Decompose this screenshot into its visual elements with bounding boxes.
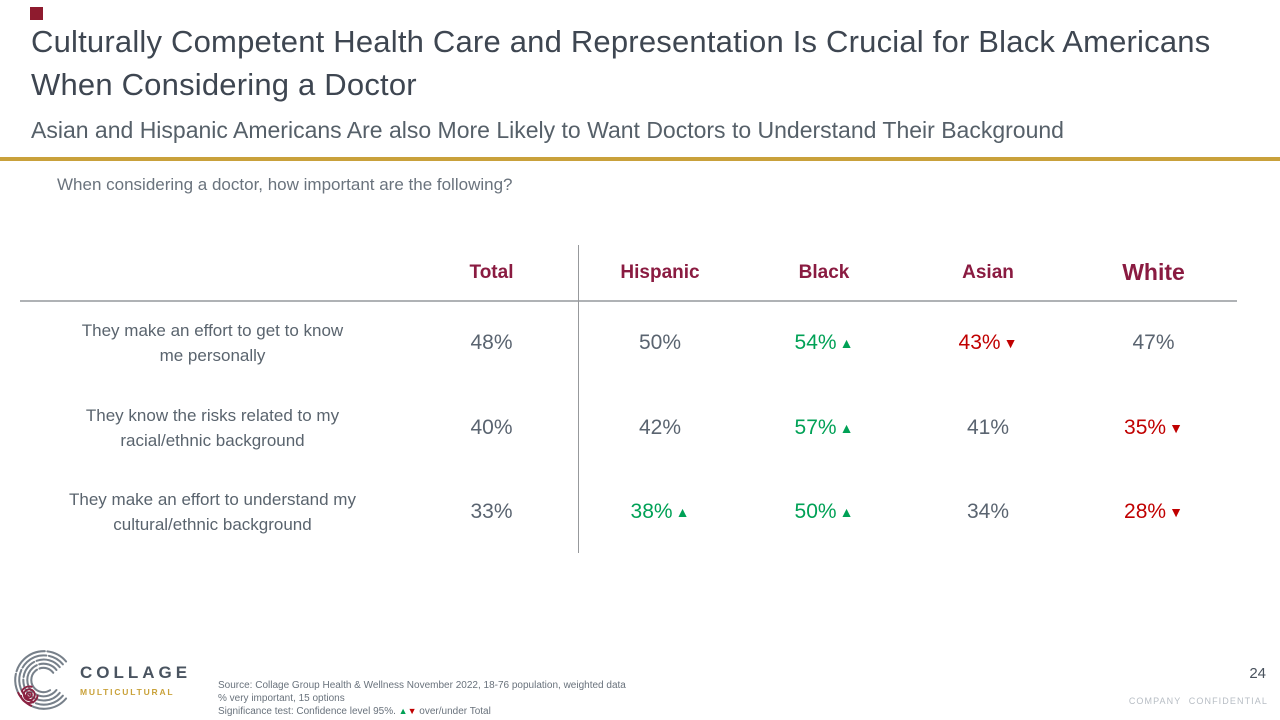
logo-name: COLLAGE (80, 663, 192, 682)
value-cell-total-row3: 33% (405, 470, 578, 553)
confidential-label: COMPANY CONFIDENTIAL (1128, 696, 1268, 706)
value-text: 41% (966, 415, 1010, 439)
survey-question: When considering a doctor, how important… (57, 175, 513, 194)
value-cell-white-row3: 28% ▼ (1070, 470, 1237, 553)
value-cell-black-row2: 57% ▲ (742, 385, 906, 470)
page-number: 24 (1249, 665, 1266, 682)
value-text: 35% (1124, 415, 1167, 439)
value-text: 33% (470, 499, 513, 523)
value-cell-asian-row3: 34% (906, 470, 1070, 553)
value-text: 48% (470, 330, 513, 354)
value-cell-asian-row2: 41% (906, 385, 1070, 470)
table-header-rule (20, 300, 1237, 302)
column-header-white: White (1122, 259, 1185, 285)
column-header-total: Total (469, 261, 514, 283)
slide-title: Culturally Competent Health Care and Rep… (31, 24, 1211, 102)
down-triangle-icon: ▼ (1169, 419, 1183, 436)
value-cell-total-row2: 40% (405, 385, 578, 470)
column-header-asian: Asian (962, 261, 1014, 283)
down-triangle-icon: ▼ (407, 706, 417, 716)
source-line-2: % very important, 15 options (218, 693, 345, 704)
table-corner (20, 245, 405, 300)
value-cell-total-row1: 48% (405, 300, 578, 385)
value-cell-white-row2: 35% ▼ (1070, 385, 1237, 470)
gold-divider-rule (0, 157, 1280, 161)
value-text: 42% (638, 415, 682, 439)
value-cell-black-row3: 50% ▲ (742, 470, 906, 553)
value-cell-black-row1: 54% ▲ (742, 300, 906, 385)
down-triangle-icon: ▼ (1169, 503, 1183, 520)
source-line-1: Source: Collage Group Health & Wellness … (218, 680, 626, 691)
source-line-3: Significance test: Confidence level 95%.… (218, 705, 626, 718)
source-note: Source: Collage Group Health & Wellness … (218, 679, 626, 718)
value-text: 50% (794, 499, 837, 523)
value-text: 34% (966, 499, 1010, 523)
column-header-black: Black (798, 261, 850, 283)
value-cell-hispanic-row3: 38% ▲ (578, 470, 742, 553)
table-grid: Total Hispanic Black Asian White They make an… (20, 245, 1237, 553)
row-label-3: They make an effort to understand my cul… (69, 489, 356, 534)
down-triangle-icon: ▼ (1003, 334, 1018, 351)
up-triangle-icon: ▲ (839, 503, 854, 520)
up-triangle-icon: ▲ (839, 334, 854, 351)
value-cell-white-row1: 47% (1070, 300, 1237, 385)
value-text: 43% (958, 330, 1001, 354)
column-header-hispanic: Hispanic (620, 261, 700, 283)
row-label-2: They know the risks related to my racial… (85, 405, 340, 450)
collage-logo-icon (14, 650, 68, 710)
significance-note-text: Significance test: Confidence level 95%. (218, 706, 396, 717)
value-text: 57% (794, 415, 837, 439)
significance-note-suffix: over/under Total (419, 706, 491, 717)
slide-subtitle: Asian and Hispanic Americans Are also Mo… (31, 117, 1064, 143)
value-text: 28% (1124, 499, 1167, 523)
table-column-divider (578, 245, 579, 553)
up-triangle-icon: ▲ (398, 706, 408, 716)
value-cell-hispanic-row1: 50% (578, 300, 742, 385)
value-cell-hispanic-row2: 42% (578, 385, 742, 470)
value-text: 40% (470, 415, 513, 439)
logo-tagline: MULTICULTURAL (80, 687, 175, 697)
row-label-1: They make an effort to get to know me pe… (81, 320, 344, 365)
value-text: 38% (630, 499, 673, 523)
up-triangle-icon: ▲ (675, 503, 690, 520)
up-triangle-icon: ▲ (839, 419, 854, 436)
value-cell-asian-row1: 43% ▼ (906, 300, 1070, 385)
logo-wordmark: COLLAGE MULTICULTURAL (80, 663, 191, 697)
value-text: 50% (638, 330, 682, 354)
value-text: 47% (1132, 330, 1175, 354)
accent-square (30, 7, 43, 20)
data-table: Total Hispanic Black Asian White They make an… (20, 245, 1237, 553)
value-text: 54% (794, 330, 837, 354)
